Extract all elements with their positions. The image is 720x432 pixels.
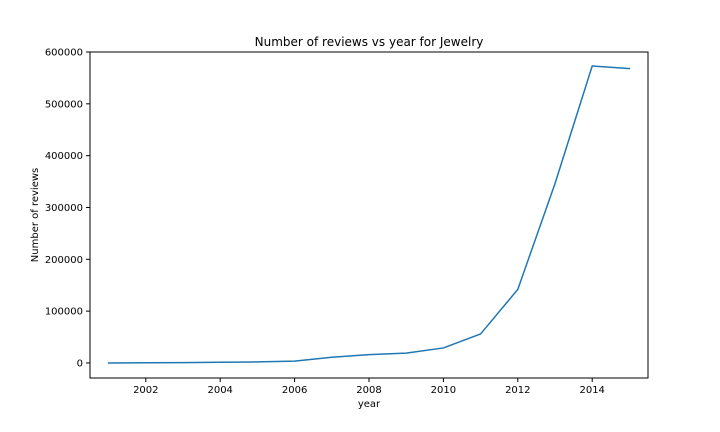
x-tick-label: 2010 xyxy=(431,385,456,396)
y-tick-label: 200000 xyxy=(45,255,83,266)
x-tick-label: 2004 xyxy=(207,385,232,396)
x-tick-label: 2002 xyxy=(133,385,158,396)
y-tick-label: 100000 xyxy=(45,307,83,318)
y-tick-label: 600000 xyxy=(45,48,83,59)
y-axis: 0 100000 200000 300000 400000 500000 600000 xyxy=(45,48,90,369)
plot-area: 2002 2004 2006 2008 2010 2012 2014 0 100000 2000… xyxy=(45,48,649,396)
y-tick-label: 300000 xyxy=(45,203,83,214)
series-line xyxy=(107,65,631,364)
x-tick-label: 2006 xyxy=(282,385,307,396)
x-tick-label: 2008 xyxy=(356,385,381,396)
x-axis-label: year xyxy=(358,399,381,410)
y-tick-label: 0 xyxy=(77,358,83,369)
y-axis-label: Number of reviews xyxy=(30,168,41,262)
chart-title: Number of reviews vs year for Jewelry xyxy=(255,35,484,49)
y-tick-label: 400000 xyxy=(45,151,83,162)
x-tick-label: 2014 xyxy=(579,385,604,396)
y-tick-label: 500000 xyxy=(45,99,83,110)
x-axis: 2002 2004 2006 2008 2010 2012 2014 xyxy=(133,378,605,396)
x-tick-label: 2012 xyxy=(505,385,530,396)
series-layer xyxy=(107,65,631,364)
